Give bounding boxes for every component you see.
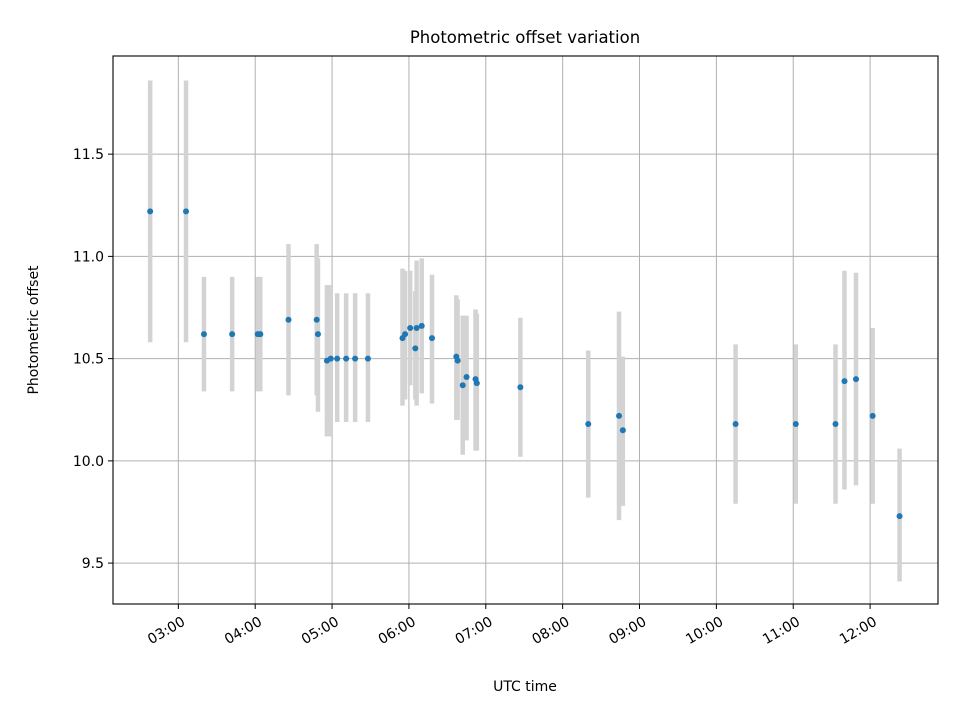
data-point: [412, 345, 419, 352]
data-point: [334, 355, 341, 362]
x-tick-label: 03:00: [145, 614, 188, 648]
y-tick-label: 11.5: [73, 147, 104, 163]
x-tick-label: 06:00: [376, 614, 419, 648]
data-point: [428, 335, 435, 342]
data-point: [285, 316, 292, 323]
data-point: [147, 208, 154, 215]
data-point: [352, 355, 359, 362]
data-point: [418, 322, 425, 329]
data-point: [257, 331, 264, 338]
data-point: [732, 421, 739, 428]
data-points: [147, 208, 903, 520]
data-point: [364, 355, 371, 362]
data-point: [314, 331, 321, 338]
x-tick-label: 07:00: [453, 614, 496, 648]
x-tick-label: 05:00: [299, 614, 342, 648]
data-point: [869, 412, 876, 419]
data-point: [413, 324, 420, 331]
data-point: [792, 421, 799, 428]
x-tick-label: 04:00: [222, 614, 265, 648]
plot-frame: [112, 55, 939, 605]
y-tick-label: 10.5: [73, 352, 104, 368]
data-point: [517, 384, 524, 391]
data-point: [585, 421, 592, 428]
data-point: [459, 382, 466, 389]
x-axis-ticks: 03:00 04:00 05:00 06:00 07:00 08:00 09:00 10:00…: [145, 604, 880, 648]
data-point: [183, 208, 190, 215]
data-point: [343, 355, 350, 362]
data-point: [832, 421, 839, 428]
data-point: [619, 427, 626, 434]
x-tick-label: 11:00: [760, 614, 803, 648]
data-point: [229, 331, 236, 338]
data-point: [853, 376, 860, 383]
data-point: [313, 316, 320, 323]
data-point: [896, 513, 903, 520]
y-axis-label: Photometric offset: [26, 265, 42, 395]
y-axis-ticks: 9.5 10.0 10.5 11.0 11.5: [73, 147, 113, 572]
y-tick-label: 10.0: [73, 454, 104, 470]
data-point: [463, 374, 470, 381]
data-point: [327, 355, 334, 362]
data-point: [616, 412, 623, 419]
x-tick-label: 09:00: [606, 614, 649, 648]
error-bars: [147, 80, 902, 582]
x-axis-label: UTC time: [493, 679, 557, 695]
data-point: [841, 378, 848, 385]
x-tick-label: 12:00: [837, 614, 880, 648]
data-point: [454, 357, 461, 364]
y-tick-label: 9.5: [82, 556, 104, 572]
grid: [113, 56, 938, 604]
data-point: [402, 331, 409, 338]
x-tick-label: 10:00: [683, 614, 726, 648]
data-point: [473, 380, 480, 387]
chart-title: Photometric offset variation: [410, 28, 640, 47]
y-tick-label: 11.0: [73, 249, 104, 265]
data-point: [200, 331, 207, 338]
data-point: [407, 324, 414, 331]
x-tick-label: 08:00: [529, 614, 572, 648]
